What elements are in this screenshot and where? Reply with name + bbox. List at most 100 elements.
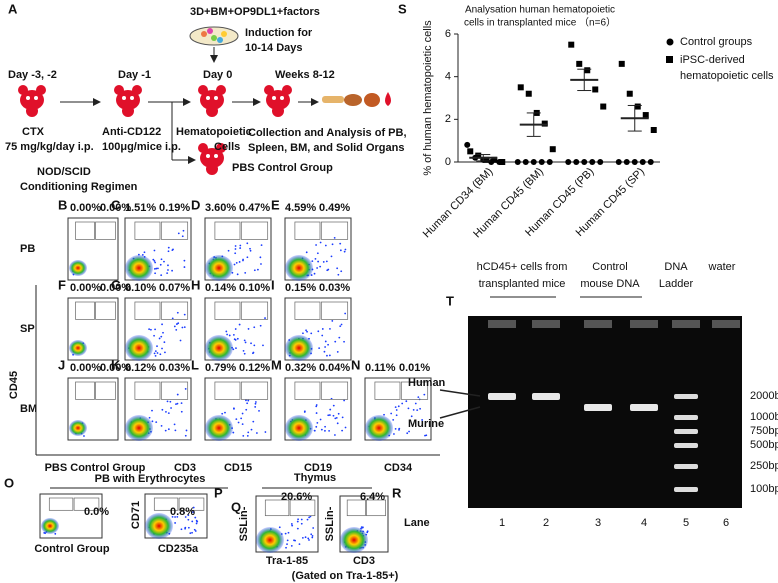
flow-event	[182, 229, 185, 232]
flow-event	[160, 335, 163, 338]
flow-event	[227, 249, 230, 252]
flow-event	[225, 330, 228, 333]
flow-gate	[73, 497, 100, 511]
flow-event	[328, 354, 331, 357]
flow-gate	[134, 381, 161, 400]
flow-event	[183, 313, 186, 316]
ladder-size-label: 250bp	[750, 460, 778, 472]
mouse-icon	[216, 85, 226, 95]
flow-gate	[160, 221, 189, 240]
flow-density	[205, 415, 233, 441]
flow-event	[329, 328, 331, 330]
flow-event	[192, 506, 195, 509]
ladder-band	[674, 464, 698, 469]
panel-letter: G	[111, 277, 121, 292]
cell-dot	[217, 37, 223, 43]
flow-event	[171, 317, 174, 320]
flow-event	[155, 267, 158, 270]
flow-event	[310, 533, 313, 536]
flow-gate	[160, 301, 189, 320]
flow-event	[296, 527, 299, 530]
flow-event	[394, 427, 397, 430]
percent-label: 0.00%	[100, 362, 131, 374]
flow-event	[308, 539, 310, 541]
flow-event	[290, 544, 293, 547]
flow-event	[177, 322, 180, 325]
lane-group-label: transplanted mice	[479, 278, 566, 290]
gel-well	[532, 320, 560, 328]
ladder-band	[674, 415, 698, 420]
flow-event	[153, 267, 156, 270]
lane-group-label: hCD45+ cells from	[477, 261, 568, 273]
flow-event	[425, 434, 428, 437]
flow-event	[246, 402, 249, 405]
ladder-size-label: 1000bp	[750, 411, 778, 423]
flow-event	[343, 399, 346, 402]
flow-event	[245, 399, 247, 402]
flow-event	[332, 404, 335, 407]
axis-label: CD71	[130, 501, 142, 529]
flow-event	[181, 326, 184, 329]
flow-event	[180, 528, 183, 531]
percent-label: 0.10%	[239, 282, 270, 294]
flow-event	[249, 247, 251, 250]
flow-event	[176, 311, 179, 314]
flow-event	[407, 407, 410, 410]
flow-event	[322, 261, 325, 263]
mouse-icon	[36, 85, 46, 95]
flow-event	[286, 539, 289, 542]
panel-letter: I	[271, 277, 275, 292]
flow-event	[235, 347, 237, 350]
flow-density	[205, 335, 233, 361]
flow-event	[257, 268, 259, 271]
y-tick-label: 2	[445, 113, 451, 125]
flow-event	[309, 515, 312, 518]
flow-event	[252, 351, 255, 354]
flow-event	[160, 258, 163, 261]
mouse-icon	[200, 90, 224, 110]
flow-event	[245, 408, 248, 411]
flow-density	[365, 415, 393, 441]
flow-gate	[294, 221, 321, 240]
axis-label: CD3	[353, 555, 375, 567]
panel-letter: O	[4, 475, 14, 490]
flow-density	[125, 255, 153, 281]
panel-letter: K	[111, 357, 121, 372]
flow-event	[327, 414, 330, 417]
anti-text: 100μg/mice i.p.	[102, 141, 181, 153]
flow-event	[312, 527, 315, 529]
flow-event	[394, 406, 397, 409]
ladder-size-label: 750bp	[750, 425, 778, 437]
percent-label: 0.15%	[285, 282, 316, 294]
flow-event	[324, 340, 327, 343]
flow-event	[174, 516, 176, 518]
flow-event	[240, 417, 243, 420]
flow-gate	[95, 381, 116, 400]
gel-band	[630, 404, 658, 411]
percent-label: 4.59%	[285, 202, 316, 214]
percent-label: 0.12%	[125, 362, 156, 374]
flow-event	[233, 263, 236, 266]
panel-letter: T	[446, 293, 454, 308]
data-point	[467, 148, 474, 155]
flow-event	[154, 354, 157, 357]
y-tick-label: 6	[445, 28, 451, 40]
flow-event	[167, 412, 170, 415]
percent-label: 0.07%	[159, 282, 190, 294]
flow-event	[184, 388, 187, 390]
ladder-band	[674, 429, 698, 434]
flow-event	[180, 402, 183, 405]
flow-event	[408, 430, 410, 433]
flow-event	[189, 532, 192, 535]
flow-gate	[75, 381, 95, 400]
panel-letter: C	[111, 197, 121, 212]
data-point	[600, 103, 607, 110]
flow-event	[321, 334, 324, 337]
flow-event	[259, 324, 262, 327]
protocol-title: 3D+BM+OP9DL1+factors	[190, 6, 320, 18]
flow-event	[253, 344, 256, 347]
flow-event	[311, 536, 314, 539]
mouse-eye	[34, 96, 38, 100]
percent-label: 0.03%	[159, 362, 190, 374]
gel-image	[468, 316, 742, 508]
